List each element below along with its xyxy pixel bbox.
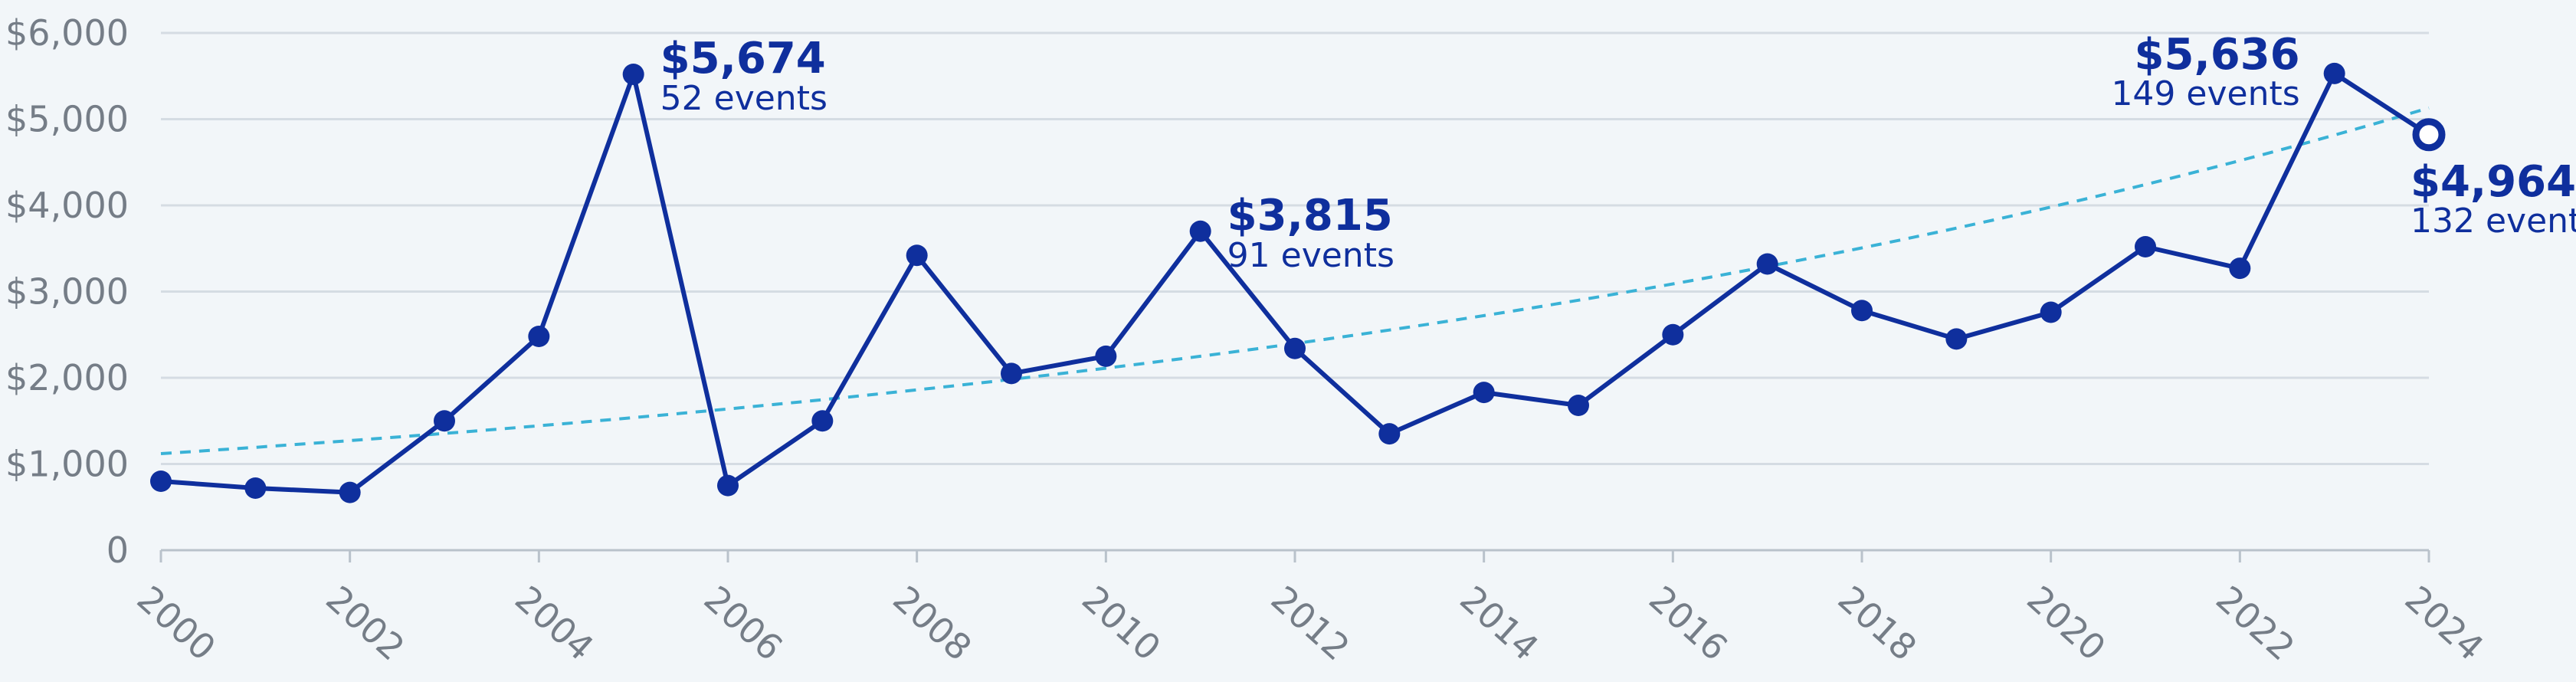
x-tick-label: 2006	[696, 578, 791, 668]
data-point	[1756, 253, 1778, 275]
data-point	[1378, 423, 1401, 445]
y-tick-label: $4,000	[5, 185, 129, 226]
series-group	[150, 62, 2446, 503]
data-point	[434, 410, 455, 432]
data-point	[528, 326, 550, 347]
data-point	[2135, 236, 2156, 257]
data-point	[1095, 345, 1117, 367]
data-point	[1662, 323, 1684, 346]
data-point	[2229, 257, 2251, 280]
annotation-events: 149 events	[2111, 74, 2299, 113]
data-point	[1945, 328, 1968, 350]
data-point	[1001, 362, 1022, 385]
y-tick-label: $3,000	[5, 271, 129, 313]
x-tick-label: 2000	[129, 578, 224, 668]
annotation-value: $3,815	[1227, 191, 1393, 241]
data-point	[2040, 301, 2062, 323]
x-tick-label: 2002	[318, 578, 412, 668]
series-line	[160, 70, 2430, 495]
trend-line-group	[160, 106, 2430, 455]
data-point	[906, 244, 928, 267]
x-axis-ticks: 2000 2002 2004 2006 2008 2010 2012 2014 2016 2018…	[129, 550, 2492, 669]
x-tick-label: 2016	[1641, 578, 1735, 668]
data-point	[150, 471, 172, 492]
data-point	[1851, 300, 1873, 322]
y-tick-label: $6,000	[5, 12, 129, 54]
x-tick-label: 2010	[1074, 578, 1168, 668]
annotation-value: $5,636	[2135, 30, 2300, 80]
y-tick-label: $1,000	[5, 444, 129, 485]
x-tick-label: 2020	[2019, 578, 2113, 668]
y-tick-label: 0	[107, 530, 129, 571]
data-point-latest	[2412, 118, 2446, 152]
data-point	[2323, 62, 2345, 84]
data-point	[717, 474, 739, 497]
data-point	[1189, 220, 1211, 242]
annotation-events: 52 events	[660, 79, 828, 118]
x-tick-label: 2008	[885, 578, 979, 668]
y-tick-label: $2,000	[5, 357, 129, 398]
annotation-value: $5,674	[660, 34, 826, 84]
data-point	[339, 481, 361, 503]
data-point	[1473, 382, 1495, 404]
annotation-value: $4,964	[2410, 157, 2576, 207]
x-tick-label: 2012	[1263, 578, 1358, 668]
trend-line	[160, 106, 2430, 455]
x-tick-label: 2024	[2397, 578, 2492, 668]
x-tick-label: 2004	[507, 578, 601, 668]
data-point	[1568, 395, 1589, 416]
data-point	[244, 477, 267, 499]
x-tick-label: 2018	[1830, 578, 1925, 668]
y-axis-ticks: 0 $1,000 $2,000 $3,000 $4,000 $5,000 $6,000	[5, 12, 129, 571]
x-tick-label: 2014	[1452, 578, 1546, 668]
annotation-events: 132 events	[2410, 202, 2576, 241]
y-tick-label: $5,000	[5, 99, 129, 140]
data-point	[811, 410, 834, 432]
x-tick-label: 2022	[2208, 578, 2302, 668]
data-point	[1284, 337, 1306, 359]
annotation-events: 91 events	[1227, 236, 1395, 275]
grid-lines	[161, 31, 2429, 552]
data-point	[622, 64, 644, 85]
